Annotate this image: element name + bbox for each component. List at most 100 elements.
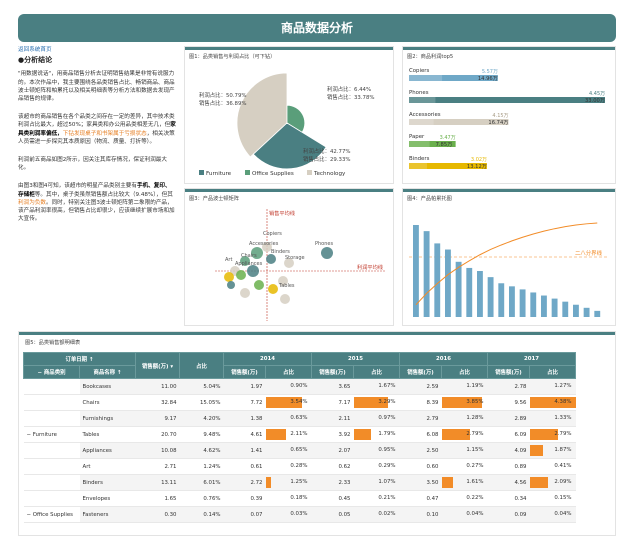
year-share-header[interactable]: 占比 bbox=[441, 365, 488, 379]
legend-office[interactable]: Office Supplies bbox=[252, 171, 294, 177]
top5-profit-label: 5.57万 bbox=[482, 69, 498, 75]
bcg-point[interactable] bbox=[284, 258, 294, 268]
table-body: Bookcases 11.00 5.04% 1.97 0.90% 3.65 1.67% 2.5… bbox=[23, 378, 576, 523]
paragraph-3: 利润前五商品如图2所示，因关注其库存情况，保证利润最大化。 bbox=[18, 157, 167, 172]
bcg-point-label: Binders bbox=[271, 249, 290, 255]
table-row[interactable]: − Furniture Tables 20.70 9.48% 4.61 2.11% 3.92… bbox=[23, 426, 576, 443]
share-value: 0.02% bbox=[378, 511, 396, 517]
table-row[interactable]: Art 2.71 1.24% 0.61 0.28% 0.62 0.29% 0.60 0.27% 0… bbox=[23, 458, 576, 475]
table-row[interactable]: Appliances 10.08 4.62% 1.41 0.65% 2.07 0.95% 2.… bbox=[23, 442, 576, 459]
pareto-bar[interactable] bbox=[530, 292, 537, 317]
bcg-point[interactable] bbox=[227, 281, 235, 289]
year-share-header[interactable]: 占比 bbox=[353, 365, 400, 379]
top5-profit-bar[interactable] bbox=[409, 141, 430, 147]
bcg-point[interactable] bbox=[236, 270, 246, 280]
bcg-point[interactable] bbox=[240, 288, 250, 298]
bcg-point[interactable] bbox=[266, 254, 276, 264]
pie-panel: 图1：品类销售与利润占比（可下钻） 利润占比：50.79% 销售占比：36.89… bbox=[184, 46, 394, 184]
bcg-point[interactable] bbox=[240, 256, 250, 266]
share-value: 1.28% bbox=[466, 415, 484, 421]
pareto-bar[interactable] bbox=[583, 307, 590, 317]
table-row[interactable]: Envelopes 1.65 0.76% 0.39 0.18% 0.45 0.21% 0.47… bbox=[23, 490, 576, 507]
pareto-bar[interactable] bbox=[466, 267, 473, 317]
name-header[interactable]: 商品名称 ↑ bbox=[79, 365, 136, 379]
bcg-point[interactable] bbox=[247, 265, 259, 277]
pareto-bar[interactable] bbox=[573, 304, 579, 317]
year-sales-header[interactable]: 销售额(万) bbox=[311, 365, 354, 379]
top5-profit-bar[interactable] bbox=[409, 75, 443, 81]
pareto-bar[interactable] bbox=[594, 310, 601, 317]
category-header[interactable]: − 商品类别 bbox=[23, 365, 80, 379]
sales-header[interactable]: 销售额(万) ▾ bbox=[135, 352, 180, 379]
table-row[interactable]: Binders 13.11 6.01% 2.72 1.25% 2.33 1.07% 3.50 1… bbox=[23, 474, 576, 491]
pareto-bar[interactable] bbox=[413, 225, 419, 317]
year-share-header[interactable]: 占比 bbox=[529, 365, 576, 379]
pie-label-office-sales: 销售占比：33.78% bbox=[327, 93, 375, 101]
pareto-bar[interactable] bbox=[487, 277, 494, 317]
pareto-bar[interactable] bbox=[541, 295, 547, 317]
top5-profit-bar[interactable] bbox=[409, 119, 434, 125]
year-header: 2015 bbox=[311, 352, 400, 366]
table-row[interactable]: − Office Supplies Fasteners 0.30 0.14% 0.07 0… bbox=[23, 506, 576, 523]
share-value: 0.97% bbox=[378, 415, 396, 421]
top5-bar[interactable] bbox=[409, 141, 456, 147]
table-row[interactable]: Chairs 32.84 15.05% 7.72 3.54% 7.17 3.29% 8.39 3… bbox=[23, 394, 576, 411]
year-sales-header[interactable]: 销售额(万) bbox=[487, 365, 530, 379]
pareto-bar[interactable] bbox=[498, 283, 505, 317]
pareto-bar[interactable] bbox=[519, 289, 526, 317]
detail-table: 订单日期 ↑ 销售额(万) ▾ 占比 2014 2015 2016 2017 −… bbox=[23, 352, 576, 523]
category-cell bbox=[23, 378, 80, 395]
top5-profit-label: 4.15万 bbox=[492, 113, 508, 119]
year-share-cell: 1.27% bbox=[529, 378, 576, 395]
bcg-point[interactable] bbox=[278, 276, 288, 286]
year-sales-header[interactable]: 销售额(万) bbox=[399, 365, 442, 379]
top5-profit-bar[interactable] bbox=[409, 163, 427, 169]
bcg-point[interactable] bbox=[268, 284, 278, 294]
year-share-header[interactable]: 占比 bbox=[265, 365, 312, 379]
share-header[interactable]: 占比 bbox=[179, 352, 224, 379]
table-row[interactable]: Furnishings 9.17 4.20% 1.38 0.63% 2.11 0.97% 2.… bbox=[23, 410, 576, 427]
share-value: 0.04% bbox=[466, 511, 484, 517]
year-share-cell: 0.63% bbox=[265, 410, 312, 427]
top5-category-label: Paper bbox=[409, 134, 425, 140]
pareto-bar[interactable] bbox=[551, 298, 558, 317]
order-date-header[interactable]: 订单日期 ↑ bbox=[23, 352, 136, 366]
pareto-bar[interactable] bbox=[445, 249, 451, 317]
pareto-bar[interactable] bbox=[477, 271, 483, 317]
year-share-cell: 3.54% bbox=[265, 394, 312, 411]
year-share-cell: 1.15% bbox=[441, 442, 488, 459]
home-link[interactable]: 返回系统首页 bbox=[18, 47, 52, 53]
table-row[interactable]: Bookcases 11.00 5.04% 1.97 0.90% 3.65 1.67% 2.5… bbox=[23, 378, 576, 395]
pareto-bar[interactable] bbox=[423, 231, 430, 317]
year-share-cell: 1.33% bbox=[529, 410, 576, 427]
top5-profit-label: 3.47万 bbox=[440, 135, 456, 141]
share-value: 0.28% bbox=[290, 463, 308, 469]
top5-profit-bar[interactable] bbox=[409, 97, 436, 103]
top5-bar[interactable] bbox=[409, 75, 498, 81]
top5-bar[interactable] bbox=[409, 97, 605, 103]
bcg-point[interactable] bbox=[280, 294, 290, 304]
top5-bar[interactable] bbox=[409, 163, 487, 169]
bcg-point[interactable] bbox=[254, 280, 264, 290]
pareto-bar[interactable] bbox=[434, 243, 441, 317]
pie-slice-furniture[interactable] bbox=[252, 122, 327, 170]
pie-label-furn-sales: 销售占比：29.33% bbox=[303, 155, 351, 163]
pareto-bar[interactable] bbox=[509, 286, 515, 317]
pie-slice-technology[interactable] bbox=[236, 72, 288, 158]
bcg-point[interactable] bbox=[251, 247, 263, 259]
bcg-point[interactable] bbox=[262, 242, 272, 252]
legend-furniture[interactable]: Furniture bbox=[206, 171, 232, 177]
bcg-point[interactable] bbox=[321, 247, 333, 259]
pie-slices bbox=[236, 72, 327, 170]
legend-technology[interactable]: Technology bbox=[313, 171, 346, 177]
top5-bar[interactable] bbox=[409, 119, 509, 125]
pareto-bar[interactable] bbox=[455, 261, 462, 317]
share-value: 1.15% bbox=[466, 447, 484, 453]
bcg-point[interactable] bbox=[224, 272, 234, 282]
year-share-cell: 0.04% bbox=[529, 506, 576, 523]
top5-panel-title: 图2：商品利润top5 bbox=[407, 54, 454, 60]
pareto-bar[interactable] bbox=[562, 301, 569, 317]
bcg-point-label: Tables bbox=[278, 283, 295, 289]
share-value: 1.61% bbox=[466, 479, 484, 485]
year-sales-header[interactable]: 销售额(万) bbox=[223, 365, 266, 379]
